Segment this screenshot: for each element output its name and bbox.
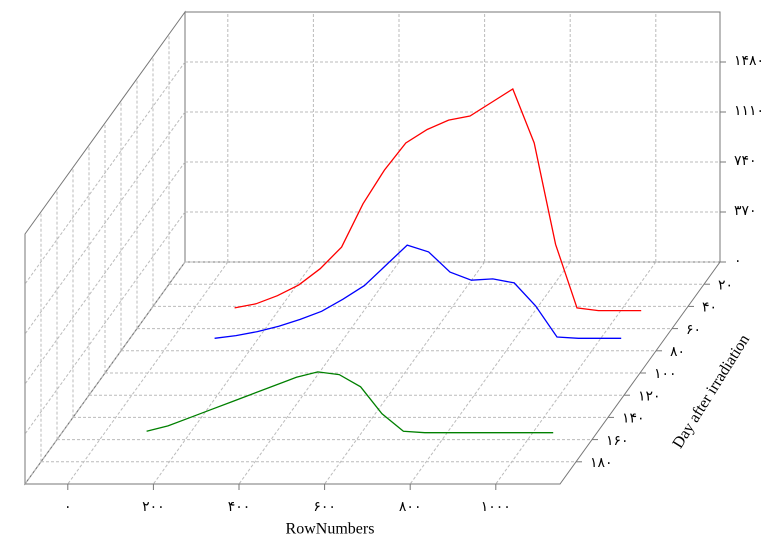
grid-line	[152, 261, 314, 485]
x-tick-label: ۰	[64, 500, 72, 515]
y-tick-label: ۱۱۱۰	[734, 104, 764, 119]
z-tick-label: ۸۰	[670, 345, 685, 360]
z-tick-label: ۱۴۰	[622, 412, 645, 427]
z-tick-label: ۱۶۰	[606, 434, 629, 449]
grid-line	[238, 261, 400, 485]
z-tick-label: ۱۲۰	[638, 389, 661, 404]
z-tick-label: ۱۸۰	[590, 456, 613, 471]
y-tick-label: ۳۷۰	[734, 204, 757, 219]
y-tick-label: ۷۴۰	[734, 154, 757, 169]
series-line	[214, 244, 622, 339]
z-tick-label: ۱۰۰	[654, 367, 677, 382]
x-tick-label: ۸۰۰	[399, 500, 422, 515]
x-tick-label: ۶۰۰	[313, 500, 336, 515]
series-line	[146, 371, 554, 434]
x-tick-label: ۲۰۰	[142, 500, 165, 515]
back-wall	[184, 11, 721, 263]
x-tick-label: ۱۰۰۰	[481, 500, 511, 515]
grid-line	[324, 261, 486, 485]
y-tick-label: ۱۴۸۰	[734, 54, 764, 69]
z-tick-label: ۶۰	[686, 323, 701, 338]
y-tick-label: ۰	[734, 254, 742, 269]
x-tick-label: ۴۰۰	[228, 500, 251, 515]
x-axis-title: RowNumbers	[286, 521, 375, 538]
series-line	[234, 88, 642, 312]
z-tick-label: ۲۰	[718, 278, 733, 293]
z-tick-label: ۴۰	[702, 301, 717, 316]
